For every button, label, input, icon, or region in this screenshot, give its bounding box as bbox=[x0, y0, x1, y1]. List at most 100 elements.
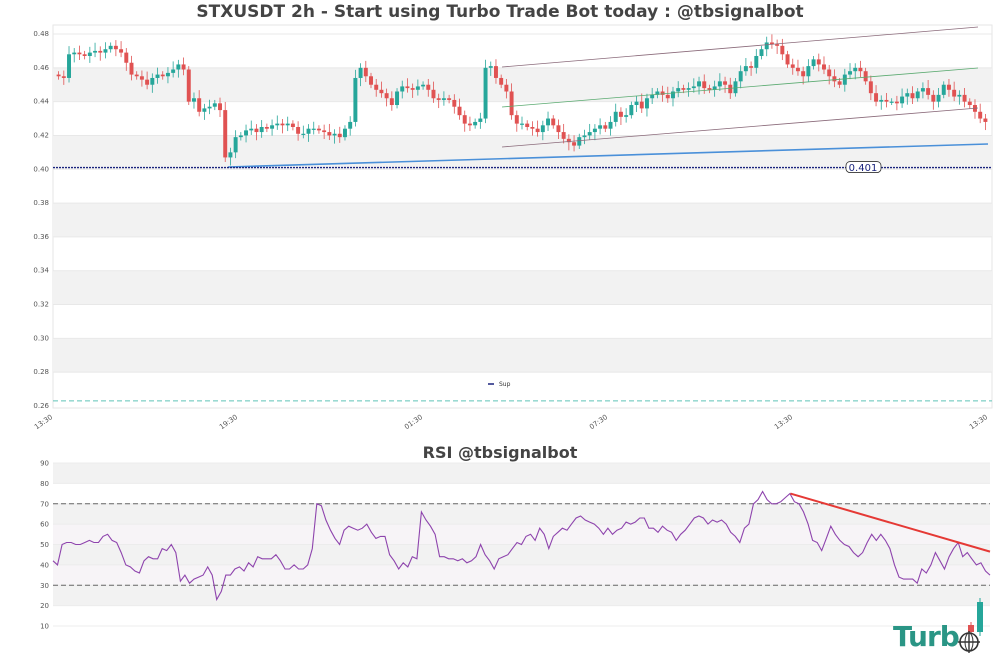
candle-body bbox=[311, 128, 316, 130]
candle-body bbox=[82, 54, 87, 56]
turbo-logo: Turb bbox=[893, 620, 985, 653]
candle-body bbox=[650, 94, 655, 99]
candle-body bbox=[108, 45, 113, 50]
candle-body bbox=[467, 123, 472, 126]
candle-body bbox=[905, 93, 910, 97]
candle-body bbox=[488, 66, 493, 68]
candle-body bbox=[181, 64, 186, 70]
candle-body bbox=[811, 59, 816, 67]
x-tick-label: 01:30 bbox=[403, 413, 424, 431]
rsi-y-tick-label: 40 bbox=[40, 561, 49, 569]
candle-body bbox=[639, 101, 644, 109]
candle-body bbox=[671, 91, 675, 99]
candle-body bbox=[395, 91, 400, 106]
candle-body bbox=[228, 152, 233, 158]
rsi-band bbox=[53, 544, 990, 565]
candle-body bbox=[603, 125, 608, 129]
candle-body bbox=[275, 123, 280, 126]
candle-body bbox=[301, 133, 306, 135]
rsi-band bbox=[53, 524, 990, 545]
chart-title: STXUSDT 2h - Start using Turbo Trade Bot… bbox=[196, 2, 804, 22]
candle-body bbox=[457, 106, 462, 116]
candle-body bbox=[514, 115, 519, 124]
candle-body bbox=[207, 106, 212, 109]
candle-body bbox=[874, 93, 879, 102]
y-tick-label: 0.34 bbox=[33, 267, 49, 275]
candle-body bbox=[77, 52, 82, 55]
candle-body bbox=[499, 77, 504, 85]
channel-upper-line bbox=[501, 26, 979, 68]
candle-body bbox=[93, 50, 98, 53]
rsi-trendline bbox=[790, 492, 991, 553]
candle-body bbox=[421, 84, 426, 87]
candle-body bbox=[165, 72, 170, 77]
rsi-y-tick-label: 70 bbox=[40, 500, 49, 508]
y-tick-label: 0.30 bbox=[33, 334, 49, 342]
candle-body bbox=[129, 62, 134, 75]
candle-body bbox=[592, 128, 597, 133]
y-tick-label: 0.26 bbox=[33, 402, 49, 410]
candle-body bbox=[697, 81, 702, 87]
candle-body bbox=[98, 50, 103, 53]
candle-body bbox=[868, 81, 873, 94]
candle-body bbox=[941, 84, 946, 95]
candle-body bbox=[681, 88, 686, 90]
candle-body bbox=[842, 74, 847, 85]
candle-body bbox=[707, 88, 712, 90]
logo-text: Turb bbox=[893, 620, 960, 653]
candle-body bbox=[915, 91, 920, 99]
candle-body bbox=[790, 64, 795, 68]
candle-body bbox=[238, 135, 243, 138]
candle-body bbox=[801, 71, 806, 77]
logo-candle-down bbox=[968, 625, 974, 632]
candle-body bbox=[259, 127, 264, 133]
candle-body bbox=[342, 128, 347, 138]
rsi-band bbox=[53, 564, 990, 586]
candle-body bbox=[452, 99, 457, 107]
candle-body bbox=[848, 71, 853, 75]
candle-body bbox=[577, 137, 582, 146]
channel-lower-line bbox=[501, 107, 979, 148]
candle-body bbox=[410, 88, 415, 90]
candle-body bbox=[87, 52, 92, 56]
candle-body bbox=[712, 86, 717, 90]
candle-body bbox=[931, 94, 936, 102]
candle-body bbox=[56, 74, 61, 77]
candle-body bbox=[348, 121, 353, 129]
y-tick-label: 0.44 bbox=[33, 98, 49, 106]
y-tick-label: 0.40 bbox=[33, 165, 49, 173]
candle-body bbox=[889, 101, 894, 103]
candle-body bbox=[72, 52, 77, 55]
candle-body bbox=[660, 91, 665, 95]
y-tick-label: 0.46 bbox=[33, 64, 49, 72]
candle-body bbox=[384, 93, 389, 99]
candle-body bbox=[520, 123, 524, 125]
candle-body bbox=[431, 89, 436, 99]
candle-body bbox=[369, 76, 373, 85]
candle-body bbox=[644, 98, 649, 109]
candle-body bbox=[306, 128, 311, 134]
candle-body bbox=[754, 55, 759, 68]
candle-body bbox=[967, 101, 972, 106]
candle-body bbox=[124, 52, 129, 63]
candle-body bbox=[337, 133, 342, 138]
candle-body bbox=[900, 96, 905, 104]
candle-body bbox=[551, 118, 556, 126]
candle-body bbox=[358, 67, 363, 78]
candle-body bbox=[244, 130, 249, 136]
candle-body bbox=[775, 44, 780, 46]
y-tick-label: 0.36 bbox=[33, 233, 49, 241]
candle-body bbox=[952, 89, 957, 97]
candle-body bbox=[769, 42, 774, 45]
candle-body bbox=[806, 66, 811, 77]
candle-body bbox=[202, 108, 207, 112]
logo-candle-up bbox=[977, 602, 983, 632]
candle-body bbox=[212, 103, 217, 107]
candle-body bbox=[493, 66, 498, 78]
candle-body bbox=[504, 84, 509, 92]
candle-body bbox=[67, 54, 71, 78]
y-tick-label: 0.28 bbox=[33, 368, 49, 376]
candle-body bbox=[447, 98, 452, 100]
candle-body bbox=[327, 132, 332, 136]
candle-body bbox=[676, 88, 681, 92]
